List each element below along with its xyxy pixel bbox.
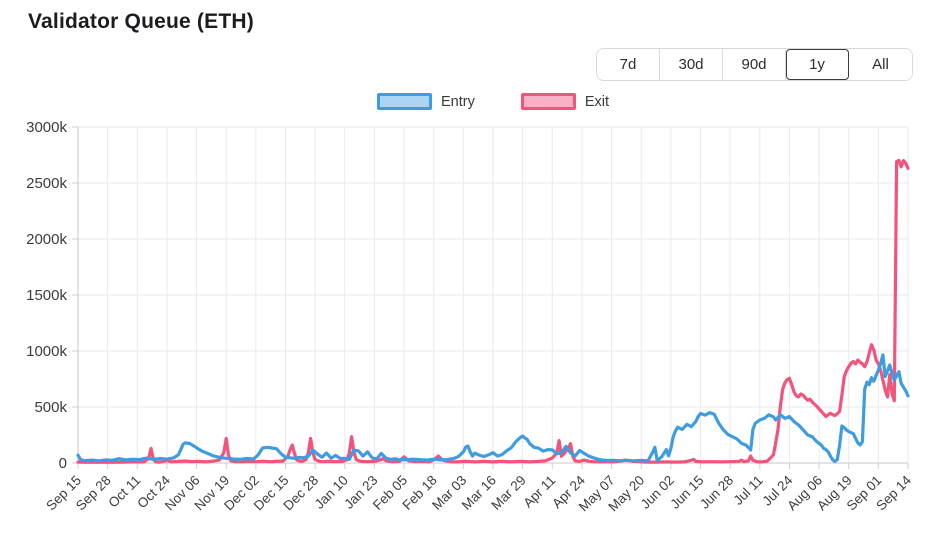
y-tick-label: 1000k	[26, 343, 67, 360]
legend-label-exit: Exit	[584, 93, 609, 110]
series-line-exit	[76, 158, 910, 464]
page-title: Validator Queue (ETH)	[28, 10, 254, 33]
range-button-1y[interactable]: 1y	[786, 49, 849, 80]
y-tick-label: 1500k	[26, 287, 67, 304]
range-button-30d[interactable]: 30d	[660, 49, 723, 80]
y-tick-label: 500k	[34, 399, 67, 416]
y-tick-label: 0	[59, 455, 67, 472]
legend-swatch-exit	[520, 93, 576, 110]
legend-item-exit[interactable]: Exit	[520, 93, 609, 110]
range-button-7d[interactable]: 7d	[597, 49, 660, 80]
series-line-entry	[76, 353, 910, 463]
legend-item-entry[interactable]: Entry	[376, 93, 475, 110]
time-range-selector: 7d 30d 90d 1y All	[596, 48, 913, 81]
legend-label-entry: Entry	[440, 93, 475, 110]
range-button-90d[interactable]: 90d	[723, 49, 786, 80]
y-tick-label: 2000k	[26, 231, 67, 248]
y-tick-label: 3000k	[26, 119, 67, 136]
y-tick-label: 2500k	[26, 175, 67, 192]
range-button-all[interactable]: All	[849, 49, 912, 80]
x-tick-label: Jun 28	[697, 473, 736, 512]
legend-swatch-entry	[376, 93, 432, 110]
x-tick-label: Jul 11	[731, 473, 766, 508]
chart-legend: Entry Exit	[78, 93, 908, 110]
